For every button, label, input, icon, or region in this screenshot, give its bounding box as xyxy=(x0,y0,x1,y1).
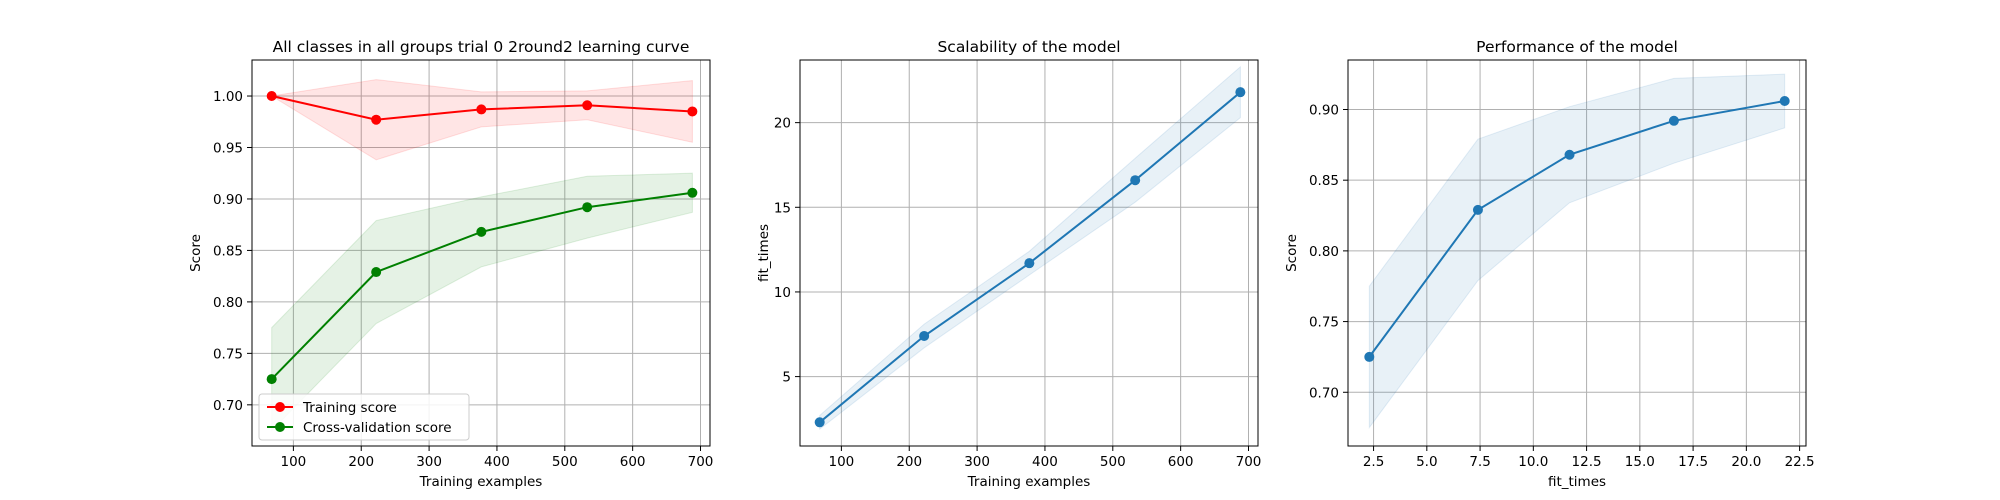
y-tick-label: 0.75 xyxy=(213,346,243,362)
x-tick-label: 12.5 xyxy=(1572,454,1602,470)
data-point xyxy=(1130,175,1141,186)
chart-3: 2.5 5.0 7.5 10.0 12.5 15.0 17.5 20.0 22.5 0.70 0.7… xyxy=(1284,38,1815,490)
data-point xyxy=(919,330,930,341)
legend-marker xyxy=(275,422,285,432)
data-point xyxy=(687,187,698,198)
data-point xyxy=(266,374,277,385)
x-tick-label: 100 xyxy=(280,454,306,470)
data-point xyxy=(1779,96,1790,107)
x-axis-label: fit_times xyxy=(1548,474,1606,490)
legend: Training score Cross-validation score xyxy=(258,393,470,441)
y-tick-label: 10 xyxy=(774,285,791,301)
axes-frame xyxy=(251,59,711,447)
x-tick-label: 15.0 xyxy=(1625,454,1655,470)
x-tick-label: 600 xyxy=(1168,454,1194,470)
std-band xyxy=(271,172,693,432)
data-point xyxy=(687,106,698,117)
x-tick-label: 10.0 xyxy=(1518,454,1548,470)
y-tick-label: 15 xyxy=(774,200,791,216)
x-axis-label: Training examples xyxy=(967,474,1091,490)
y-tick-label: 0.90 xyxy=(1309,102,1339,118)
x-axis-label: Training examples xyxy=(419,474,543,490)
chart-title: Performance of the model xyxy=(1476,38,1678,56)
x-tick-label: 5.0 xyxy=(1416,454,1437,470)
y-tick-label: 1.00 xyxy=(213,89,243,105)
y-tick-label: 0.80 xyxy=(1309,244,1339,260)
x-tick-label: 2.5 xyxy=(1363,454,1384,470)
data-point xyxy=(814,417,825,428)
y-tick-label: 0.70 xyxy=(1309,385,1339,401)
data-point xyxy=(1668,115,1679,126)
y-tick-label: 20 xyxy=(774,116,791,132)
data-point xyxy=(1564,149,1575,160)
legend-marker xyxy=(275,402,285,412)
y-tick-label: 0.95 xyxy=(213,140,243,156)
x-tick-label: 7.5 xyxy=(1469,454,1490,470)
y-tick-label: 0.90 xyxy=(213,192,243,208)
data-point xyxy=(1364,351,1375,362)
y-axis-label: Score xyxy=(1284,234,1300,272)
y-axis-label: Score xyxy=(188,234,204,272)
y-tick-label: 0.85 xyxy=(1309,173,1339,189)
x-tick-label: 400 xyxy=(1032,454,1058,470)
axes-frame xyxy=(799,59,1259,447)
x-tick-label: 500 xyxy=(552,454,578,470)
x-tick-label: 200 xyxy=(896,454,922,470)
chart-1: 100 200 300 400 500 600 700 0.70 0.75 0.80 0.85 0.9… xyxy=(188,38,713,490)
x-tick-label: 600 xyxy=(620,454,646,470)
x-tick-label: 300 xyxy=(416,454,442,470)
legend-box xyxy=(258,393,470,441)
x-tick-label: 500 xyxy=(1100,454,1126,470)
x-tick-label: 700 xyxy=(1236,454,1262,470)
data-point xyxy=(371,114,382,125)
legend-label: Training score xyxy=(302,400,397,416)
x-tick-label: 22.5 xyxy=(1785,454,1815,470)
data-point xyxy=(1472,204,1483,215)
axes-frame xyxy=(1347,59,1807,447)
y-tick-label: 5 xyxy=(782,370,791,386)
chart-title: Scalability of the model xyxy=(937,38,1120,56)
data-point xyxy=(476,104,487,115)
x-tick-label: 200 xyxy=(348,454,374,470)
x-tick-label: 700 xyxy=(688,454,714,470)
x-tick-label: 400 xyxy=(484,454,510,470)
chart-title: All classes in all groups trial 0 2round… xyxy=(273,38,690,56)
data-point xyxy=(1024,258,1035,269)
y-tick-label: 0.75 xyxy=(1309,315,1339,331)
data-point xyxy=(1235,87,1246,98)
y-tick-label: 0.85 xyxy=(213,243,243,259)
y-axis-label: fit_times xyxy=(756,224,772,282)
chart-2: 100 200 300 400 500 600 700 5 10 15 20 Scalability … xyxy=(756,38,1261,490)
std-band xyxy=(1368,73,1786,430)
data-point xyxy=(582,202,593,213)
x-tick-label: 20.0 xyxy=(1731,454,1761,470)
data-point xyxy=(582,100,593,111)
data-point xyxy=(476,226,487,237)
x-tick-label: 300 xyxy=(964,454,990,470)
x-tick-label: 100 xyxy=(828,454,854,470)
x-tick-label: 17.5 xyxy=(1678,454,1708,470)
y-tick-label: 0.70 xyxy=(213,398,243,414)
data-point xyxy=(266,91,277,102)
data-point xyxy=(371,267,382,278)
legend-label: Cross-validation score xyxy=(303,420,452,436)
y-tick-label: 0.80 xyxy=(213,295,243,311)
